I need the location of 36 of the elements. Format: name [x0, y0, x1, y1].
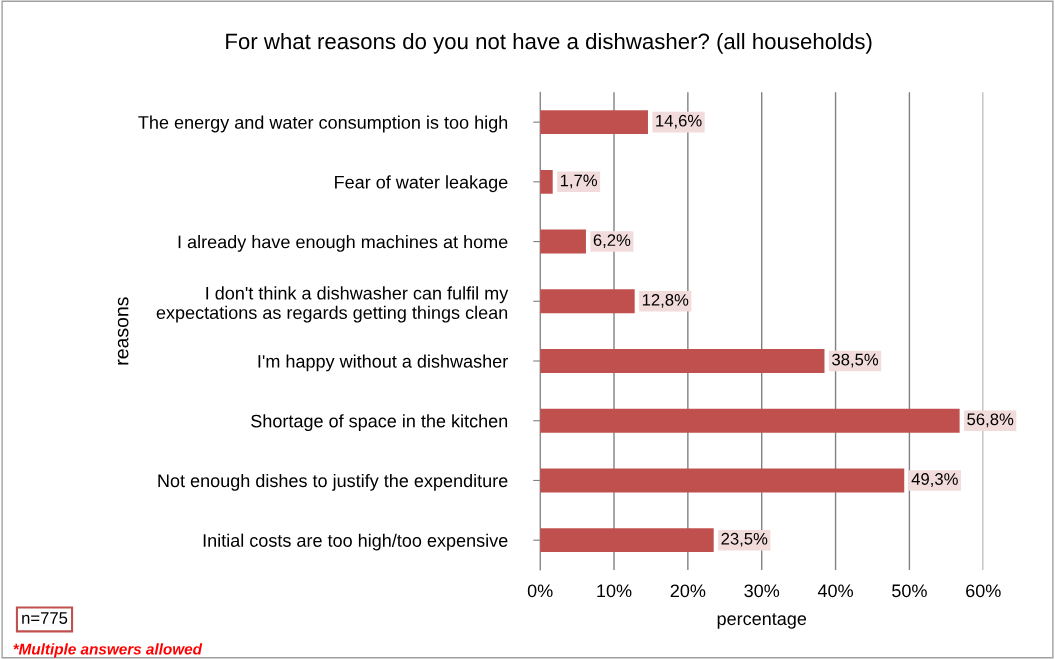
bar: [540, 528, 714, 553]
y-tick-label: Initial costs are too high/too expensive: [203, 533, 508, 551]
y-tick-label: Fear of water leakage: [335, 175, 508, 193]
bar: [540, 169, 553, 194]
data-label: 49,3%: [911, 473, 958, 487]
bar: [540, 110, 648, 135]
y-axis-title: reasons: [117, 297, 129, 365]
x-tick-label: 40%: [817, 584, 853, 598]
bar: [540, 468, 905, 493]
x-axis-title: percentage: [717, 613, 807, 629]
bar: [540, 289, 635, 314]
data-label: 56,8%: [967, 413, 1014, 428]
x-tick-label: 0%: [527, 584, 553, 598]
x-tick-label: 50%: [892, 584, 927, 598]
bar: [540, 408, 960, 433]
y-tick-label: Shortage of space in the kitchen: [251, 414, 508, 432]
y-tick-label: The energy and water consumption is too high: [138, 115, 508, 133]
text: *Multiple answers allowed: [13, 643, 203, 658]
data-label: 14,6%: [656, 114, 702, 129]
x-tick-label: 10%: [597, 584, 632, 598]
y-tick-label: I already have enough machines at home: [178, 235, 508, 252]
x-tick-label: 30%: [744, 584, 780, 598]
data-label: 23,5%: [721, 532, 768, 547]
data-label: 6,2%: [593, 234, 631, 249]
bar: [540, 229, 586, 254]
x-tick-label: 20%: [670, 584, 706, 598]
y-tick-label: I'm happy without a dishwasher: [258, 354, 508, 372]
bar: [540, 349, 825, 373]
data-label: 38,5%: [832, 353, 879, 368]
data-label: 1,7%: [560, 174, 598, 189]
text: n=775: [22, 612, 68, 624]
chart-title: For what reasons do you not have a dishwasher? (all households): [226, 32, 872, 54]
x-tick-label: 60%: [966, 584, 1001, 598]
data-label: 12,8%: [642, 293, 689, 308]
y-tick-label: Not enough dishes to justify the expenditure: [158, 473, 508, 491]
y-tick-label: I don't think a dishwasher can fulfil my expectations as regards getting things clean: [156, 286, 509, 323]
